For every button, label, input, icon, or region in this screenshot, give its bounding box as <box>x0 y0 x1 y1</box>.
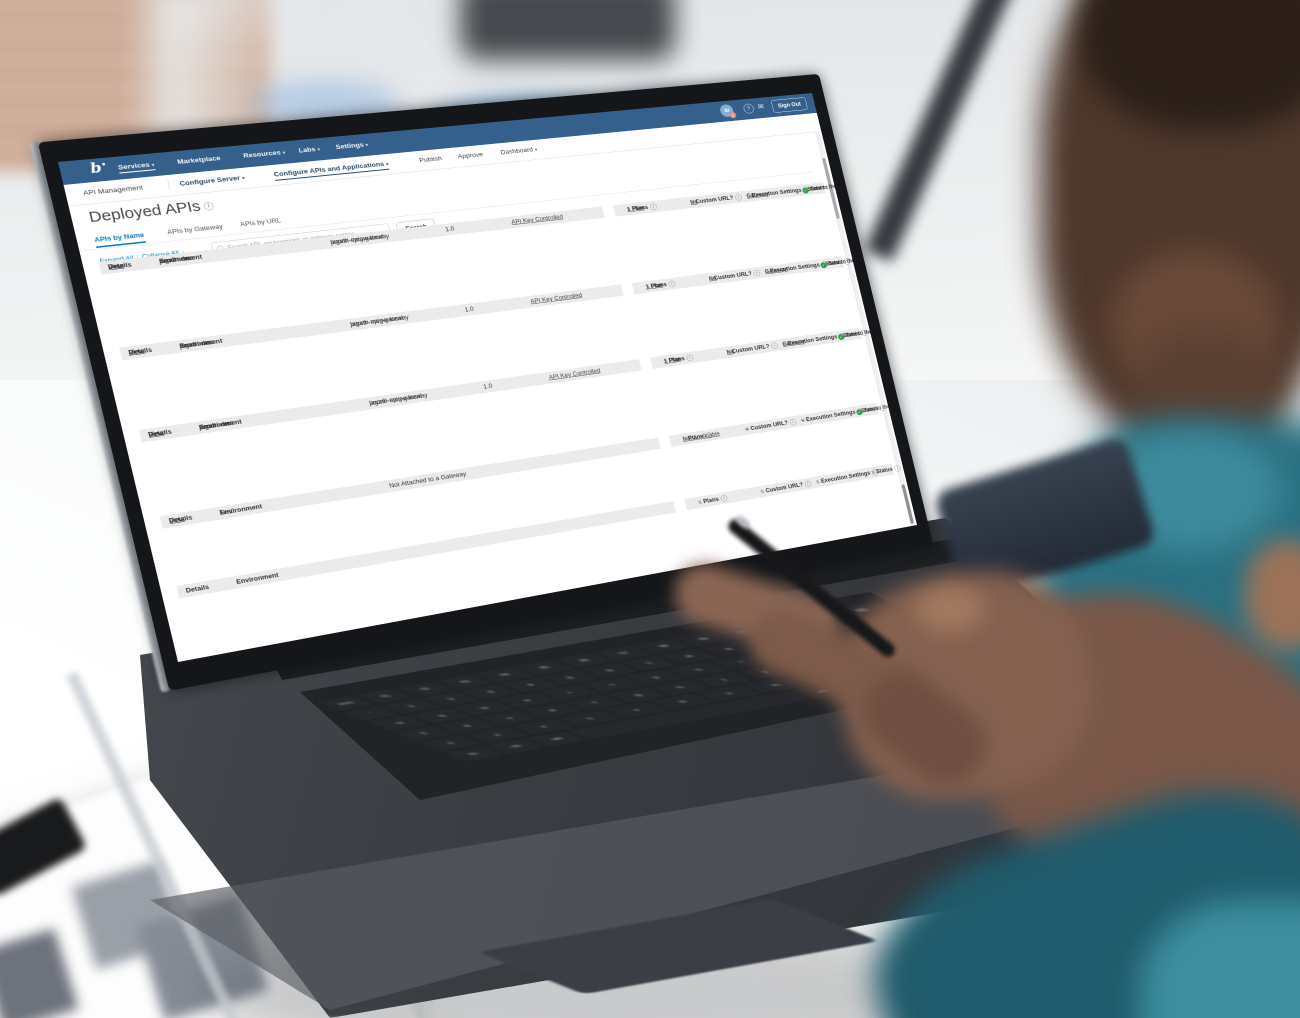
view-link[interactable]: View <box>127 347 145 357</box>
second-hand <box>1245 540 1300 650</box>
chevron-down-icon: ▾ <box>317 146 321 152</box>
tab-apis-by-url[interactable]: APIs by URL <box>239 216 282 228</box>
view-link[interactable]: View <box>147 429 165 439</box>
chevron-down-icon: ▾ <box>241 175 246 181</box>
info-icon[interactable]: i <box>202 201 215 211</box>
chevron-down-icon: ▾ <box>385 161 389 167</box>
info-icon[interactable]: i <box>893 464 902 472</box>
nav-resources[interactable]: Resources ▾ <box>242 148 286 160</box>
nav-settings[interactable]: Settings ▾ <box>334 140 369 151</box>
col-details: Details <box>184 583 210 595</box>
chevron-down-icon: ▾ <box>282 150 286 156</box>
chevron-down-icon: ▾ <box>534 147 538 152</box>
tab-configure-apis[interactable]: Configure APIs and Applications ▾ <box>272 159 390 181</box>
environment-value: jagath-dev <box>178 338 214 350</box>
boomi-logo-dot <box>101 162 106 166</box>
nav-marketplace[interactable]: Marketplace <box>176 154 222 166</box>
nav-services[interactable]: Services ▾ <box>117 160 156 174</box>
chevron-down-icon: ▾ <box>365 142 369 148</box>
mail-icon[interactable]: ✉ <box>756 102 765 111</box>
breadcrumb-api-management: API Management <box>82 183 144 197</box>
tab-approve[interactable]: Approve <box>456 150 484 160</box>
notification-badge: 1 <box>728 111 737 119</box>
background-dark-object <box>460 0 675 60</box>
nav-labs[interactable]: Labs ▾ <box>297 145 321 155</box>
environment-value: Test <box>218 507 234 517</box>
tab-publish[interactable]: Publish <box>418 154 443 164</box>
environment-value: jagath-dev <box>158 254 193 265</box>
view-link[interactable]: View <box>168 515 186 525</box>
tab-dashboard[interactable]: Dashboard ▾ <box>499 145 538 156</box>
tab-configure-server[interactable]: Configure Server ▾ <box>178 174 246 188</box>
view-link[interactable]: View <box>107 261 125 271</box>
tab-apis-by-gateway[interactable]: APIs by Gateway <box>166 222 224 236</box>
sign-out-button[interactable]: Sign Out <box>770 97 809 113</box>
boomi-logo[interactable]: b <box>88 159 104 177</box>
help-icon[interactable]: ? <box>742 103 755 114</box>
chevron-down-icon: ▾ <box>151 162 155 168</box>
knuckle-highlight <box>915 585 985 633</box>
divider <box>167 179 171 190</box>
